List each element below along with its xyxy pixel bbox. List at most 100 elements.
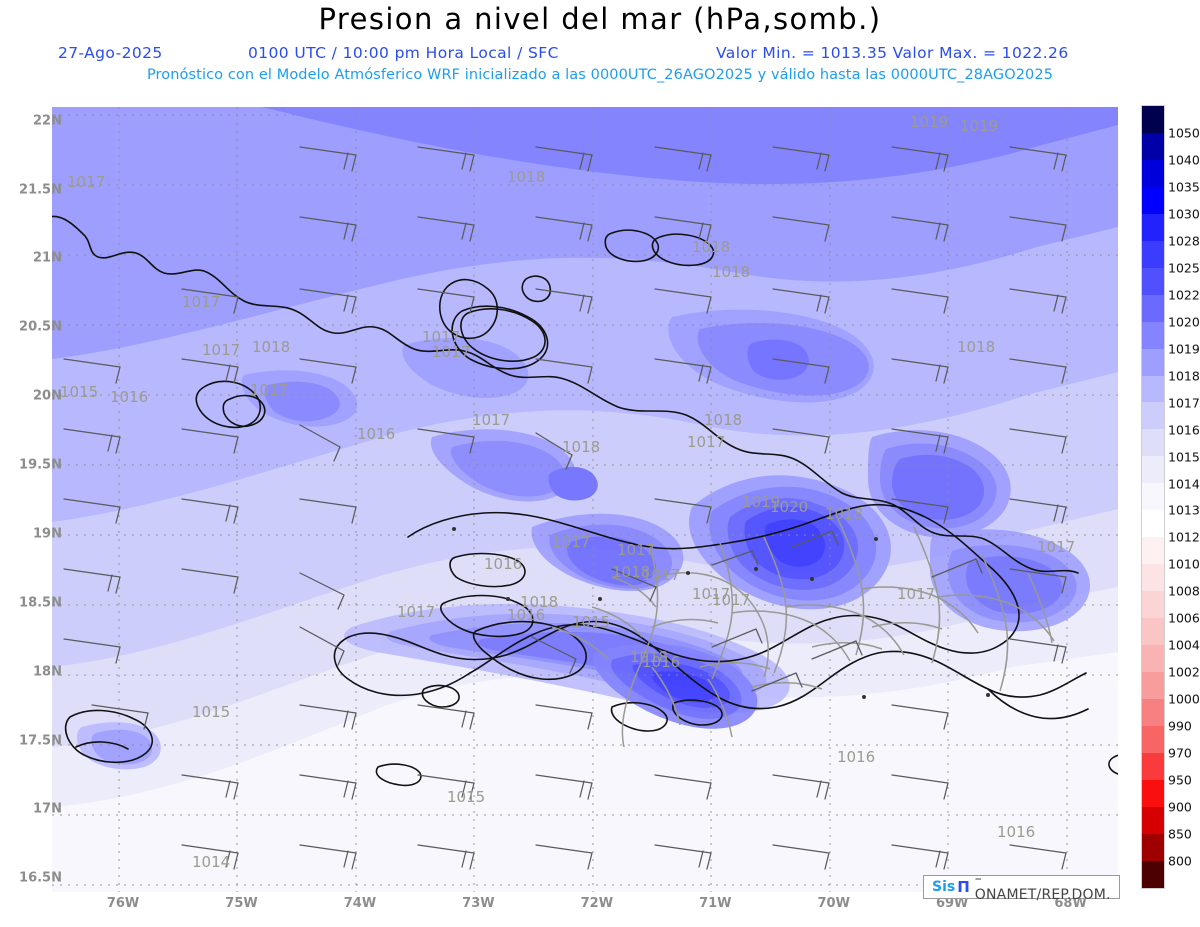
colorbar-tick-label: 1030 (1168, 206, 1200, 222)
contour-label: 1017 (397, 603, 435, 621)
x-axis-tick-label: 68W (1054, 896, 1087, 911)
subtitle-row: 27-Ago-2025 0100 UTC / 10:00 pm Hora Loc… (52, 44, 1162, 66)
contour-label: 1018 (520, 593, 558, 611)
chart-header: Presion a nivel del mar (hPa,somb.) 27-A… (0, 0, 1200, 95)
colorbar-tick-label: 1028 (1168, 233, 1200, 249)
forecast-date: 27-Ago-2025 (58, 44, 163, 62)
contour-label: 1016 (997, 823, 1035, 841)
x-axis-tick-label: 70W (817, 896, 850, 911)
colorbar-tick-label: 1008 (1168, 583, 1200, 599)
contour-label: 1018 (252, 338, 290, 356)
contour-label: 1018 (507, 168, 545, 186)
colorbar-tick-label: 1000 (1168, 691, 1200, 707)
contour-label: 1020 (770, 498, 808, 516)
contour-label: 1016 (507, 606, 545, 624)
colorbar-tick-label: 1020 (1168, 314, 1200, 330)
wind-barb-layer (63, 146, 1067, 870)
contour-label: 1018 (957, 338, 995, 356)
y-axis-tick-label: 20.5N (19, 319, 62, 335)
colorbar-swatch (1142, 698, 1164, 726)
contour-label: 1015 (572, 613, 610, 631)
contour-label: 1018 (630, 648, 668, 666)
contour-label: 1018 (612, 563, 650, 581)
contour-label: 1016 (642, 653, 680, 671)
contour-label: 1017 (692, 585, 730, 603)
colorbar-swatch (1142, 672, 1164, 699)
colorbar-swatch (1142, 429, 1164, 457)
colorbar-swatch (1142, 510, 1164, 538)
colorbar-tick-label: 990 (1168, 718, 1192, 734)
contour-label: 1016 (110, 388, 148, 406)
map-canvas: 1017 1018 1019 1019 1017 1018 1018 1017 1018 1017… (52, 107, 1118, 892)
colorbar-tick-label: 1035 (1168, 179, 1200, 195)
x-axis-tick-label: 73W (462, 896, 495, 911)
colorbar-swatch (1142, 537, 1164, 565)
y-axis-tick-label: 16.5N (19, 870, 62, 886)
colorbar-tick-label: 1025 (1168, 260, 1200, 276)
y-axis-tick-label: 18.5N (19, 595, 62, 611)
colorbar-swatch (1142, 618, 1164, 646)
colorbar-tick-label: 1040 (1168, 152, 1200, 168)
y-axis-tick-label: 19N (33, 526, 62, 542)
contour-label: 1015 (192, 703, 230, 721)
contour-label: 1016 (484, 555, 522, 573)
colorbar-tick-label: 1018 (1168, 368, 1200, 384)
colorbar-tick-label: 1013 (1168, 502, 1200, 518)
colorbar-tick-label: 1050 (1168, 125, 1200, 141)
x-axis-tick-label: 75W (225, 896, 258, 911)
map-plot: 1017 1018 1019 1019 1017 1018 1018 1017 1018 1017… (19, 107, 1120, 911)
colorbar-swatch (1142, 483, 1164, 511)
colorbar-swatch (1142, 294, 1164, 322)
contour-label: 1017 (642, 566, 680, 584)
colorbar-tick-label: 1019 (1168, 341, 1200, 357)
colorbar-tick-label: 1015 (1168, 449, 1200, 465)
value-range-label: Valor Min. = 1013.35 Valor Max. = 1022.2… (716, 44, 1069, 62)
y-axis-tick-label: 21.5N (19, 182, 62, 198)
colorbar-tick-label: 950 (1168, 772, 1192, 788)
x-axis-tick-label: 71W (699, 896, 732, 911)
colorbar-swatch (1142, 860, 1164, 888)
contour-label: 1017 (552, 533, 590, 551)
y-axis-tick-label: 20N (33, 388, 62, 404)
contour-label: 1014 (192, 853, 230, 871)
colorbar-swatch (1142, 591, 1164, 619)
colorbar-tick-label: 850 (1168, 826, 1192, 842)
contour-label: 1015 (447, 788, 485, 806)
contour-label: 1019 (960, 117, 998, 135)
colorbar-swatch (1142, 645, 1164, 673)
attribution-box: Sis Π – ONAMET/REP.DOM. (923, 871, 1120, 903)
colorbar-tick-label: 900 (1168, 799, 1192, 815)
forecast-time: 0100 UTC / 10:00 pm Hora Local / SFC (248, 44, 559, 62)
colorbar-tick-label: 800 (1168, 853, 1192, 869)
y-axis-tick-label: 17.5N (19, 733, 62, 748)
colorbar-swatch (1142, 564, 1164, 592)
agency-label: – ONAMET/REP.DOM. (974, 871, 1111, 903)
contour-label: 1019 (742, 493, 780, 511)
colorbar-tick-label: 1016 (1168, 422, 1200, 438)
colorbar (1141, 105, 1165, 889)
colorbar-tick-label: 970 (1168, 745, 1192, 761)
colorbar-tick-label: 1022 (1168, 287, 1200, 303)
colorbar-swatch (1142, 213, 1164, 241)
coastline-layer (52, 215, 1118, 787)
colorbar-swatch (1142, 375, 1164, 403)
contour-label: 1017 (432, 343, 470, 361)
colorbar-tick-label: 1006 (1168, 610, 1200, 626)
colorbar-swatch (1142, 267, 1164, 295)
colorbar-swatch (1142, 321, 1164, 349)
y-axis-tick-label: 22N (33, 113, 62, 129)
colorbar-tick-labels: 1050 1040 1035 1030 1028 1025 1022 1020 1019 1018… (1168, 105, 1200, 889)
colorbar-tick-label: 1012 (1168, 529, 1200, 545)
contour-label: 1018 (562, 438, 600, 456)
contour-label: 1018 (825, 505, 863, 523)
admin-border-layer (551, 518, 1055, 748)
colorbar-tick-label: 1002 (1168, 664, 1200, 680)
pi-logo-glyph: Π (957, 878, 970, 896)
colorbar-swatch (1142, 806, 1164, 834)
x-axis-tick-label: 74W (343, 896, 377, 911)
contour-label: 1017 (202, 341, 240, 359)
contour-label: 1017 (712, 591, 750, 609)
contour-label: 1017 (617, 541, 655, 559)
contour-label: 1018 (692, 238, 730, 256)
x-axis-tick-label: 69W (935, 896, 969, 911)
